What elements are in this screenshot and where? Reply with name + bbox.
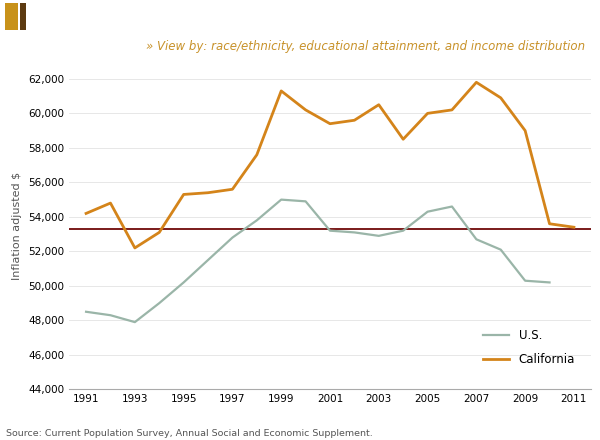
FancyBboxPatch shape bbox=[5, 3, 18, 30]
Text: » View by: race/ethnicity, educational attainment, and income distribution: » View by: race/ethnicity, educational a… bbox=[146, 40, 585, 53]
Text: MEDIAN HOUSEHOLD INCOME: MEDIAN HOUSEHOLD INCOME bbox=[35, 9, 280, 24]
Y-axis label: Inflation adjusted $: Inflation adjusted $ bbox=[13, 172, 22, 279]
Text: Source: Current Population Survey, Annual Social and Economic Supplement.: Source: Current Population Survey, Annua… bbox=[6, 429, 373, 438]
FancyBboxPatch shape bbox=[20, 3, 26, 30]
Legend: U.S., California: U.S., California bbox=[479, 324, 580, 370]
